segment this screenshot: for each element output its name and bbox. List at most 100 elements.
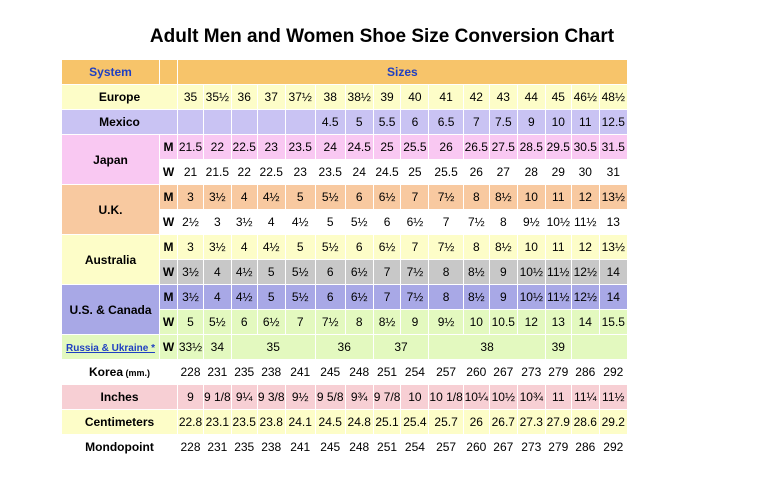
size-cell: 267 (488, 434, 518, 460)
table-row: Inches 9 9 1/8 9¼ 9 3/8 9½ 9 5/8 9¾ 9 7/8 10 10 1/… (61, 384, 628, 410)
gender-cell: M (159, 184, 178, 210)
gender-cell: M (159, 234, 178, 260)
gender-cell: M (159, 134, 178, 160)
system-header: System (61, 59, 160, 85)
size-cell: 9 1/8 (203, 384, 232, 410)
size-cell: 39 (372, 84, 402, 110)
size-cell: 5½ (314, 234, 346, 260)
size-cell: 9¼ (230, 384, 258, 410)
size-cell: 4.5 (314, 109, 346, 135)
row-label: U.K. (61, 184, 160, 235)
gender-cell: W (159, 334, 178, 360)
size-cell: 27.3 (516, 409, 546, 435)
table-row: W 5 5½ 6 6½ 7 7½ 8 8½ 9 9½ 10 10.5 12 13 14 15.5 (62, 309, 628, 335)
size-cell: 4½ (230, 284, 258, 310)
size-cell: 26 (462, 409, 490, 435)
size-cell: 13 (598, 209, 628, 235)
size-cell: 25.7 (428, 409, 464, 435)
size-cell (177, 109, 204, 135)
size-cell: 11½ (598, 384, 628, 410)
size-cell: 2½ (177, 209, 204, 235)
size-cell: 4½ (256, 234, 286, 260)
size-cell: 26 (428, 134, 464, 160)
size-cell: 7½ (462, 209, 490, 235)
size-cell: 25.1 (372, 409, 402, 435)
size-cell: 257 (428, 359, 464, 385)
size-cell: 31 (598, 159, 628, 185)
row-label: Inches (61, 384, 178, 410)
size-cell: 10 (516, 184, 546, 210)
size-cell: 7½ (400, 259, 430, 285)
row-label: Russia & Ukraine * (61, 334, 160, 360)
size-cell: 29 (544, 159, 572, 185)
size-cell: 45 (544, 84, 572, 110)
size-cell: 11 (544, 234, 572, 260)
size-cell: 9 (488, 259, 518, 285)
size-cell: 14 (598, 259, 628, 285)
size-cell: 10 (462, 309, 490, 335)
size-cell: 4 (256, 209, 286, 235)
size-cell: 7 (462, 109, 490, 135)
size-cell: 42 (462, 84, 490, 110)
gender-header (159, 59, 178, 85)
size-cell: 6½ (256, 309, 286, 335)
size-cell: 8½ (488, 234, 518, 260)
size-cell: 4½ (230, 259, 258, 285)
table-row: Mexico 4.5 5 5.5 6 6.5 7 7.5 9 10 11 12.5 (61, 109, 628, 135)
size-cell: 22.5 (256, 159, 286, 185)
size-cell: 8 (428, 259, 464, 285)
size-cell: 12 (570, 234, 600, 260)
size-cell: 23.5 (284, 134, 316, 160)
size-cell: 7 (372, 284, 402, 310)
size-cell: 245 (314, 434, 346, 460)
gender-cell: M (159, 284, 178, 310)
size-cell: 10 1/8 (428, 384, 464, 410)
row-label: Europe (61, 84, 178, 110)
row-label-text: Japan (93, 152, 128, 167)
size-cell: 41 (428, 84, 464, 110)
size-cell: 37 (256, 84, 286, 110)
size-cell: 6½ (344, 284, 374, 310)
size-cell: 5½ (344, 209, 374, 235)
size-cell: 279 (544, 359, 572, 385)
size-cell: 6½ (344, 259, 374, 285)
size-cell: 5½ (284, 284, 316, 310)
size-cell: 3 (177, 184, 204, 210)
size-cell: 11¼ (570, 384, 600, 410)
size-cell: 44 (516, 84, 546, 110)
size-cell: 8½ (462, 259, 490, 285)
size-cell: 235 (230, 434, 258, 460)
size-cell: 24 (314, 134, 346, 160)
size-cell: 12.5 (598, 109, 628, 135)
row-label-text: Mondopoint (85, 440, 154, 454)
size-cell: 28.5 (516, 134, 546, 160)
gender-cell: W (159, 259, 178, 285)
size-cell: 8 (488, 209, 518, 235)
size-cell: 5 (344, 109, 374, 135)
russia-ukraine-link[interactable]: Russia & Ukraine * (66, 343, 155, 354)
gender-cell: W (159, 159, 178, 185)
size-cell: 6.5 (428, 109, 464, 135)
row-label: Centimeters (61, 409, 178, 435)
row-label: Mondopoint (61, 434, 178, 460)
size-cell: 36 (314, 334, 374, 360)
table-row: Australia M 3 3½ 4 4½ 5 5½ 6 6½ 7 7½ 8 8½ 10 11 12 13½ (61, 234, 628, 285)
size-cell: 24 (344, 159, 374, 185)
size-cell: 5.5 (372, 109, 402, 135)
size-cell: 9½ (428, 309, 464, 335)
table-row: Japan M 21.5 22 22.5 23 23.5 24 24.5 25 25.5 26 26.5… (61, 134, 628, 185)
size-cell: 23.1 (203, 409, 232, 435)
size-cell: 7 (284, 309, 316, 335)
size-cell: 235 (230, 359, 258, 385)
row-label: Australia (61, 234, 160, 285)
size-cell: 9 5/8 (314, 384, 346, 410)
size-cell: 23 (256, 134, 286, 160)
row-label: U.S. & Canada (61, 284, 160, 335)
size-cell: 24.1 (284, 409, 316, 435)
size-cell: 248 (344, 359, 374, 385)
size-cell: 7 (400, 184, 430, 210)
row-label-text: U.K. (98, 202, 123, 217)
size-cell: 34 (203, 334, 232, 360)
size-cell: 260 (462, 359, 490, 385)
row-label-text: Mexico (99, 115, 140, 129)
